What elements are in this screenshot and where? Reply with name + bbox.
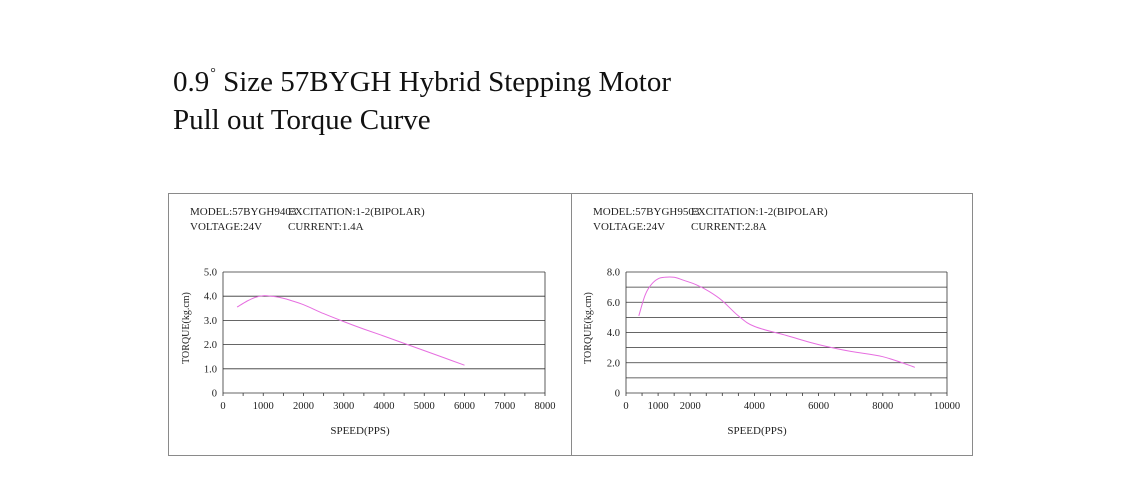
chart1-x-tick-label: 6000 [454,401,475,412]
chart2-model: MODEL:57BYGH9503 [593,206,700,218]
chart2-x-tick-label: 8000 [872,401,893,412]
title-angle: 0.9 [173,66,210,98]
chart2-xlabel: SPEED(PPS) [727,425,787,437]
chart1-x-tick-label: 1000 [253,401,274,412]
chart1-excitation: EXCITATION:1-2(BIPOLAR) [288,206,425,218]
chart1-x-tick-label: 3000 [333,401,354,412]
chart2-x-tick-label: 10000 [934,401,960,412]
chart1-y-tick-label: 0 [212,389,217,400]
chart-frame [168,193,973,456]
chart1-y-tick-label: 5.0 [204,268,217,279]
chart1-xlabel: SPEED(PPS) [330,425,390,437]
chart2-y-tick-label: 2.0 [607,358,620,369]
chart1-plot: 0 1000 2000 3000 4000 5000 6000 7000 8000 0 1.0 2.0… [204,268,556,413]
chart1-ylabel: TORQUE(kg.cm) [181,292,192,364]
chart1-x-tick-label: 4000 [374,401,395,412]
chart2-y-tick-label: 4.0 [607,328,620,339]
chart1-x-tick-label: 2000 [293,401,314,412]
chart2-x-tick-label: 1000 [648,401,669,412]
chart2-y-tick-label: 8.0 [607,268,620,279]
chart1-torque-curve [236,295,465,366]
chart1-model: MODEL:57BYGH9403 [190,206,297,218]
chart2-ylabel: TORQUE(kg.cm) [583,292,594,364]
chart2-y-tick-label: 6.0 [607,298,620,309]
chart1-x-tick-label: 7000 [494,401,515,412]
chart1-y-tick-label: 1.0 [204,364,217,375]
chart2-x-tick-label: 0 [623,401,628,412]
chart1-y-tick-label: 2.0 [204,340,217,351]
chart2-voltage: VOLTAGE:24V [593,221,665,233]
degree-symbol: ° [210,66,216,82]
chart1-y-tick-label: 4.0 [204,292,217,303]
page-title-line-2: Pull out Torque Curve [173,104,431,136]
chart1-x-tick-label: 5000 [414,401,435,412]
chart2-current: CURRENT:2.8A [691,221,767,233]
chart-divider [571,193,572,456]
chart1-current: CURRENT:1.4A [288,221,364,233]
chart2-x-tick-label: 6000 [808,401,829,412]
chart2-x-tick-label: 2000 [680,401,701,412]
chart1-y-tick-label: 3.0 [204,316,217,327]
chart2-y-tick-label: 0 [615,389,620,400]
chart2-plot: 0 1000 2000 4000 6000 8000 10000 0 2.0 4.0 6.0 8.0 [607,268,960,413]
chart1-voltage: VOLTAGE:24V [190,221,262,233]
chart2-torque-curve [638,276,916,368]
chart1-x-tick-label: 0 [220,401,225,412]
page-title-line-1: 0.9° Size 57BYGH Hybrid Stepping Motor [173,66,671,98]
chart1-x-tick-label: 8000 [535,401,556,412]
title-motor-name: Size 57BYGH Hybrid Stepping Motor [215,66,671,98]
chart2-excitation: EXCITATION:1-2(BIPOLAR) [691,206,828,218]
chart2-x-tick-label: 4000 [744,401,765,412]
